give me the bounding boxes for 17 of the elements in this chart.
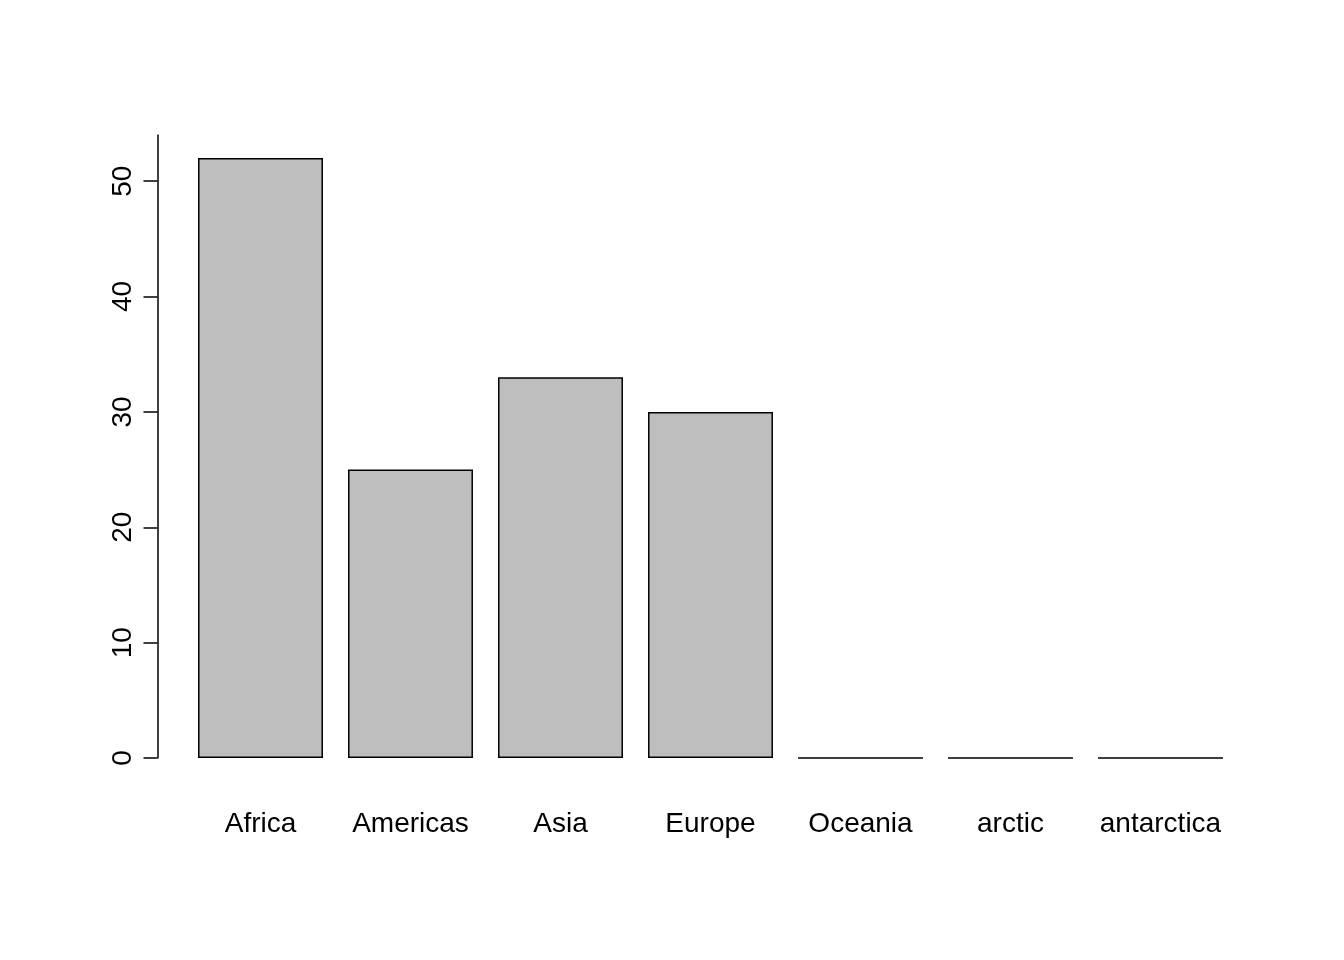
x-tick-label: arctic [977,806,1044,838]
y-tick-label: 0 [106,750,137,766]
x-tick-label: Africa [224,806,297,838]
y-tick-label: 30 [106,396,137,428]
x-tick-label: Europe [665,806,756,838]
x-tick-label: Oceania [808,806,914,838]
x-tick-label: antarctica [1099,806,1222,838]
bar [648,411,773,758]
y-tick-label: 10 [106,627,137,659]
bar [198,158,323,758]
y-tick-label: 50 [106,165,137,197]
x-tick-label: Americas [352,806,469,838]
bar [348,469,473,758]
x-tick-label: Asia [533,806,589,838]
y-tick-label: 40 [106,280,137,313]
y-tick-label: 20 [106,511,137,543]
bar [498,377,623,758]
